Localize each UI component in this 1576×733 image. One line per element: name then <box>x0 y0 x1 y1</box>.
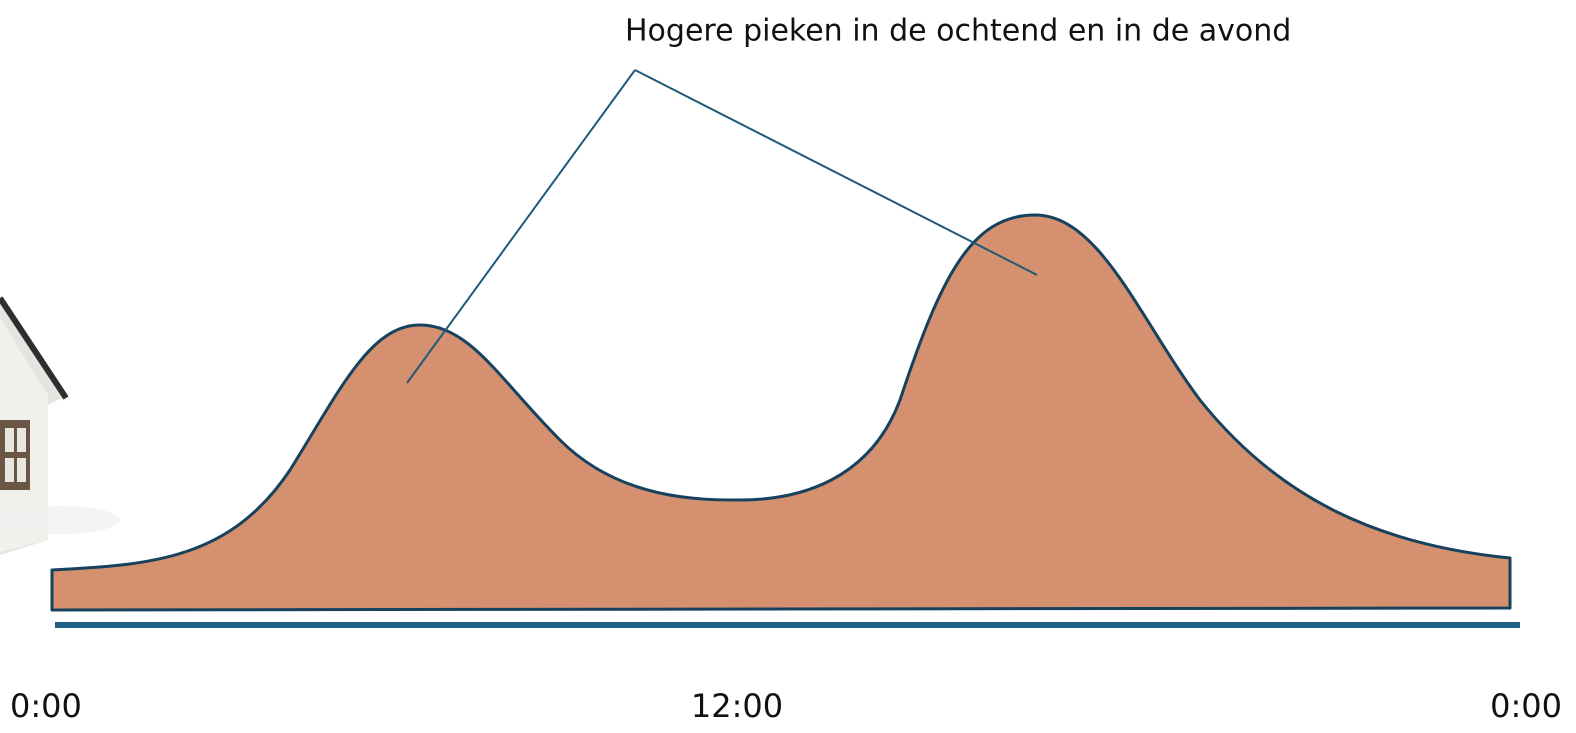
time-label: 12:00 <box>691 687 783 725</box>
usage-curve <box>50 213 1512 612</box>
time-label: 0:00 <box>1490 687 1562 725</box>
leader-line <box>634 69 1038 276</box>
leader-line <box>406 69 636 384</box>
house-icon <box>0 296 120 555</box>
annotation: Hogere pieken in de ochtend en in de avo… <box>625 14 1291 49</box>
time-label: 0:00 <box>10 687 82 725</box>
